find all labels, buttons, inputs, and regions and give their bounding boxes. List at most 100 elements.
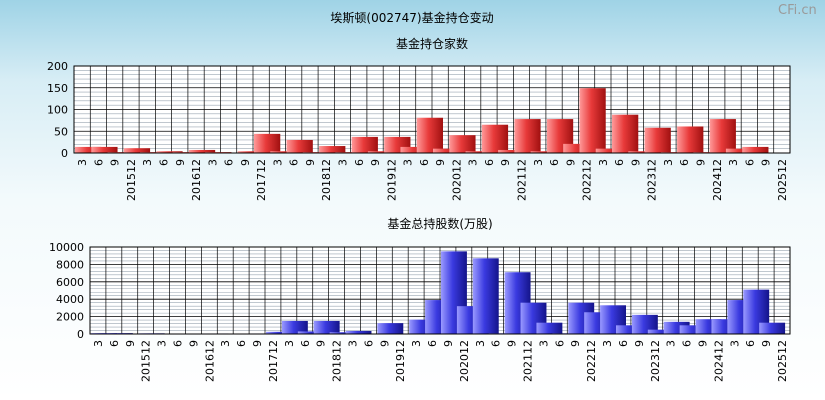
x-tick-label: 3 — [76, 159, 89, 166]
bar-fund-count — [237, 151, 264, 153]
x-tick-label: 9 — [369, 159, 382, 166]
x-tick-label: 3 — [347, 340, 360, 347]
x-tick-label: 3 — [662, 159, 675, 166]
x-tick-label: 9 — [697, 340, 710, 347]
bar-fund-count — [156, 151, 183, 153]
x-tick-label: 3 — [337, 159, 350, 166]
page-title: 埃斯顿(002747)基金持仓变动 — [330, 10, 493, 25]
x-tick-label: 201612 — [190, 159, 203, 201]
bar-fund-count — [742, 146, 769, 153]
x-tick-label: 9 — [378, 340, 391, 347]
bar-fund-shares — [759, 322, 786, 334]
x-tick-label: 9 — [187, 340, 200, 347]
x-tick-label: 9 — [695, 159, 708, 166]
x-tick-label: 201812 — [331, 340, 344, 382]
x-tick-label: 9 — [251, 340, 264, 347]
x-tick-label: 3 — [728, 340, 741, 347]
x-tick-label: 6 — [418, 159, 431, 166]
x-tick-label: 6 — [299, 340, 312, 347]
bar-fund-count — [530, 151, 557, 153]
plot-frame — [89, 246, 791, 335]
y-tick-label: 50 — [54, 125, 68, 138]
watermark: CFi.cn — [778, 3, 817, 18]
x-tick-label: 6 — [483, 159, 496, 166]
x-tick-label: 6 — [743, 159, 756, 166]
bar-fund-count — [709, 119, 736, 153]
chart-title: 基金持仓家数 — [396, 36, 468, 51]
x-tick-label: 6 — [288, 159, 301, 166]
bar-fund-count — [91, 146, 118, 153]
x-tick-label: 9 — [760, 159, 773, 166]
x-tick-label: 9 — [629, 159, 642, 166]
x-tick-label: 6 — [223, 159, 236, 166]
x-tick-label: 202212 — [581, 159, 594, 201]
y-tick-label: 8000 — [56, 258, 84, 271]
x-tick-label: 3 — [141, 159, 154, 166]
x-tick-label: 201512 — [125, 159, 138, 201]
x-tick-label: 202512 — [776, 340, 789, 382]
x-tick-label: 202512 — [776, 159, 789, 201]
bar-fund-shares — [679, 325, 706, 334]
x-tick-label: 201912 — [394, 340, 407, 382]
x-tick-label: 3 — [665, 340, 678, 347]
x-tick-label: 9 — [506, 340, 519, 347]
x-tick-label: 9 — [315, 340, 328, 347]
bar-fund-count — [188, 149, 216, 153]
bar-fund-shares — [345, 330, 372, 334]
bar-fund-count — [416, 117, 443, 153]
x-tick-label: 202312 — [646, 159, 659, 201]
bar-fund-shares — [377, 323, 404, 334]
bar-fund-count — [433, 148, 460, 153]
x-tick-label: 3 — [402, 159, 415, 166]
plot-frame — [73, 65, 791, 154]
bar-fund-count — [595, 148, 622, 153]
bar-fund-count — [628, 151, 655, 153]
bar-fund-shares — [266, 331, 292, 334]
bar-fund-shares — [631, 314, 658, 334]
x-tick-label: 9 — [434, 159, 447, 166]
x-tick-label: 201712 — [255, 159, 268, 201]
x-tick-label: 6 — [362, 340, 375, 347]
bar-fund-count — [644, 127, 671, 153]
x-tick-label: 6 — [172, 340, 185, 347]
x-tick-label: 3 — [467, 159, 480, 166]
x-tick-label: 3 — [601, 340, 614, 347]
x-tick-label: 6 — [678, 159, 691, 166]
x-tick-label: 6 — [744, 340, 757, 347]
bar-fund-count — [498, 149, 525, 153]
x-tick-label: 9 — [442, 340, 455, 347]
bar-fund-count — [677, 126, 704, 153]
x-tick-label: 202112 — [522, 340, 535, 382]
x-tick-label: 202412 — [712, 340, 725, 382]
x-tick-label: 9 — [633, 340, 646, 347]
y-tick-label: 150 — [47, 82, 68, 95]
bar-fund-count — [563, 143, 590, 153]
x-tick-label: 9 — [499, 159, 512, 166]
x-tick-label: 6 — [235, 340, 248, 347]
x-tick-label: 3 — [537, 340, 550, 347]
x-tick-label: 9 — [239, 159, 252, 166]
x-tick-label: 202212 — [585, 340, 598, 382]
x-tick-label: 9 — [304, 159, 317, 166]
x-tick-label: 6 — [617, 340, 630, 347]
x-tick-label: 6 — [426, 340, 439, 347]
bar-fund-count — [319, 146, 346, 153]
bar-fund-count — [514, 119, 541, 153]
x-tick-label: 201612 — [203, 340, 216, 382]
x-tick-label: 6 — [353, 159, 366, 166]
bar-fund-shares — [281, 320, 308, 334]
x-tick-label: 6 — [613, 159, 626, 166]
x-tick-label: 6 — [490, 340, 503, 347]
y-tick-label: 0 — [77, 328, 84, 341]
x-tick-label: 9 — [760, 340, 773, 347]
x-tick-label: 202412 — [711, 159, 724, 201]
x-tick-label: 3 — [283, 340, 296, 347]
x-tick-label: 9 — [109, 159, 122, 166]
x-tick-label: 3 — [156, 340, 169, 347]
x-tick-label: 202112 — [516, 159, 529, 201]
x-tick-label: 6 — [108, 340, 121, 347]
bar-fund-count — [351, 136, 378, 153]
